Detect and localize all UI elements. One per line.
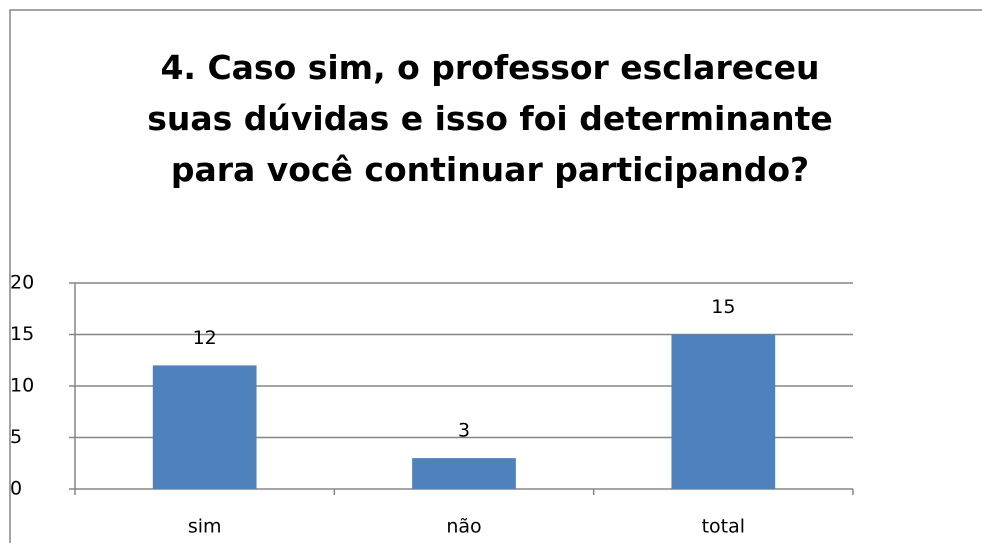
- data-label: 3: [458, 420, 470, 442]
- y-tick-label: 20: [10, 272, 34, 294]
- chart-border: [9, 9, 982, 543]
- y-tick-label: 10: [10, 375, 34, 397]
- y-tick-label: 5: [10, 426, 22, 448]
- chart-title: 4. Caso sim, o professor esclareceu suas…: [147, 48, 833, 189]
- data-label: 15: [711, 296, 735, 318]
- y-tick-label: 0: [10, 478, 22, 500]
- bar: [671, 334, 776, 489]
- bar: [412, 458, 516, 489]
- x-tick-label: sim: [188, 516, 222, 538]
- data-label: 12: [193, 327, 217, 349]
- x-tick-label: total: [702, 516, 745, 538]
- bar: [152, 365, 257, 489]
- x-tick-label: não: [446, 516, 481, 538]
- y-tick-label: 15: [10, 323, 34, 345]
